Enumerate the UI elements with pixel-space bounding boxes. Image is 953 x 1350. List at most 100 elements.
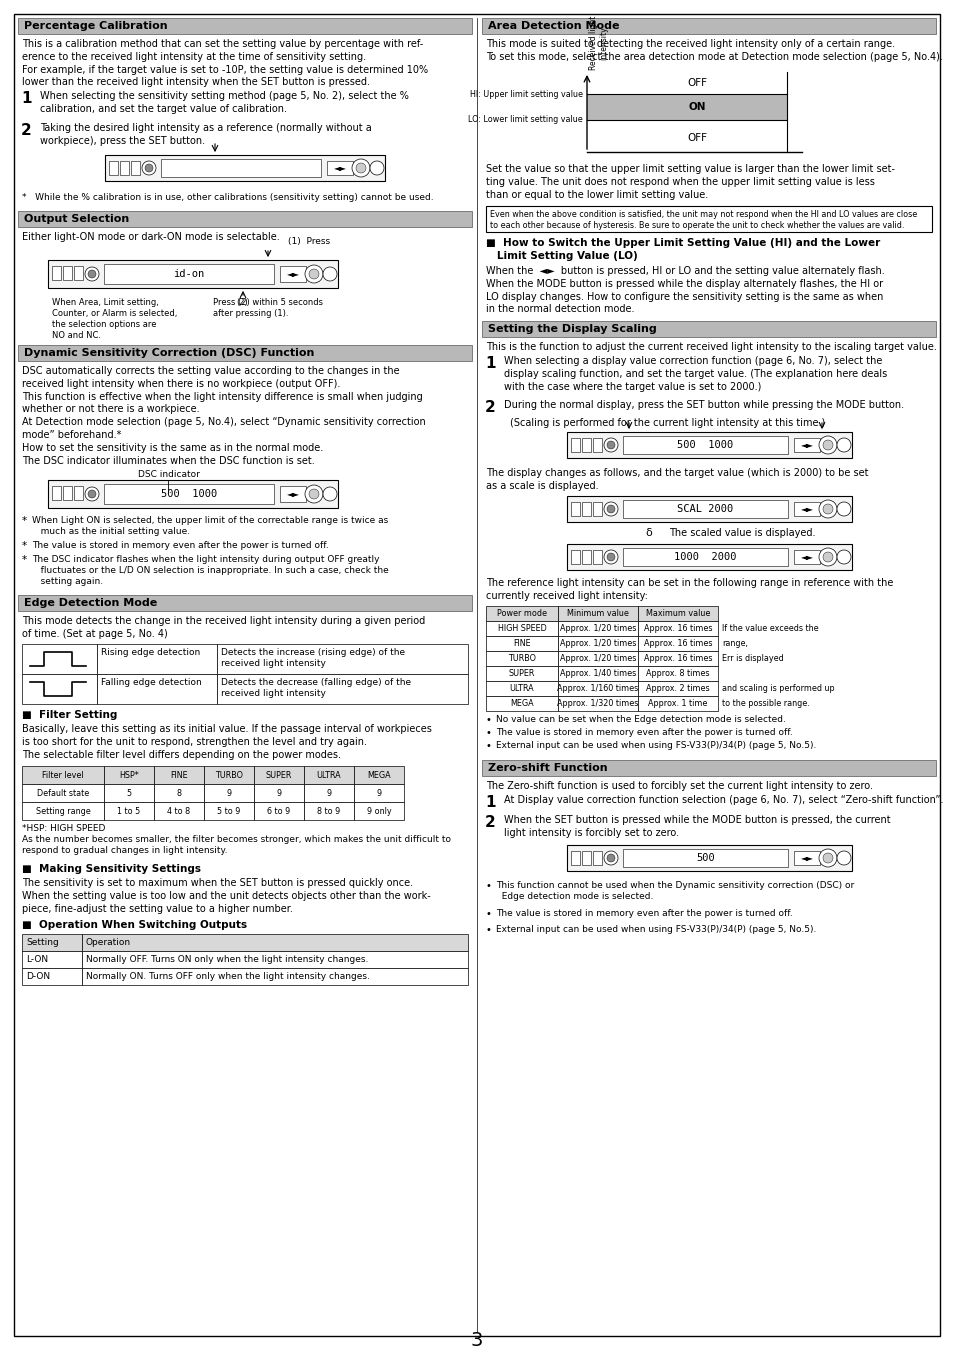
Bar (558, 697, 638, 711)
Text: 1: 1 (484, 356, 495, 371)
Text: 3: 3 (471, 1331, 482, 1350)
Circle shape (309, 489, 318, 500)
Bar (18, 595, 472, 612)
Bar (558, 606, 638, 621)
Text: to the possible range.: to the possible range. (721, 699, 809, 707)
Circle shape (606, 554, 615, 562)
Circle shape (145, 163, 152, 171)
Text: FINE: FINE (513, 639, 530, 648)
Text: The display changes as follows, and the target value (which is 2000) to be set
a: The display changes as follows, and the … (485, 468, 867, 491)
Text: Rising edge detection: Rising edge detection (101, 648, 200, 657)
Text: When the SET button is pressed while the MODE button is pressed, the current
lig: When the SET button is pressed while the… (503, 815, 890, 838)
Bar (485, 651, 558, 666)
Text: The scaled value is displayed.: The scaled value is displayed. (668, 528, 815, 539)
Bar (153, 765, 204, 784)
Circle shape (370, 161, 384, 176)
Circle shape (606, 441, 615, 450)
Bar (593, 850, 601, 865)
Bar (82, 968, 468, 986)
Text: ◄►: ◄► (334, 163, 346, 173)
Bar (74, 266, 83, 279)
Text: ON: ON (687, 103, 705, 112)
Bar (22, 802, 104, 819)
Bar (63, 266, 71, 279)
Circle shape (142, 161, 156, 176)
Bar (571, 502, 579, 516)
Text: ULTRA: ULTRA (316, 771, 341, 779)
Text: 1000  2000: 1000 2000 (674, 552, 736, 562)
Bar (22, 784, 104, 802)
Text: L-ON: L-ON (26, 954, 48, 964)
Text: Maximum value: Maximum value (645, 609, 709, 618)
Circle shape (88, 270, 96, 278)
Text: ◄►: ◄► (800, 505, 813, 513)
Text: Approx. 16 times: Approx. 16 times (643, 624, 712, 633)
Text: ULTRA: ULTRA (509, 684, 534, 693)
Text: Approx. 1 time: Approx. 1 time (648, 699, 707, 707)
Bar (793, 850, 820, 865)
Text: When Light ON is selected, the upper limit of the correctable range is twice as
: When Light ON is selected, the upper lim… (32, 516, 388, 536)
Bar (52, 486, 61, 500)
Circle shape (836, 437, 850, 452)
Text: This is the function to adjust the current received light intensity to the iscal: This is the function to adjust the curre… (485, 342, 936, 352)
Bar (22, 674, 97, 703)
Bar (638, 680, 718, 697)
Text: ◄►: ◄► (800, 853, 813, 863)
Text: During the normal display, press the SET button while pressing the MODE button.: During the normal display, press the SET… (503, 400, 903, 410)
Text: Dynamic Sensitivity Correction (DSC) Function: Dynamic Sensitivity Correction (DSC) Fun… (24, 348, 314, 358)
Circle shape (355, 163, 366, 173)
Circle shape (85, 267, 99, 281)
Bar (485, 636, 558, 651)
Text: LO: Lower limit setting value: LO: Lower limit setting value (468, 116, 582, 124)
Text: ◄►: ◄► (800, 440, 813, 450)
Text: •: • (485, 882, 492, 891)
Text: *: * (22, 555, 27, 566)
Text: HSP*: HSP* (119, 771, 139, 779)
Bar (48, 261, 337, 288)
Text: HI: Upper limit setting value: HI: Upper limit setting value (470, 90, 582, 99)
Bar (481, 18, 935, 34)
Circle shape (603, 502, 618, 516)
Text: ■  How to Switch the Upper Limit Setting Value (HI) and the Lower
   Limit Setti: ■ How to Switch the Upper Limit Setting … (485, 238, 880, 261)
Bar (793, 502, 820, 516)
Bar (566, 544, 851, 570)
Text: MEGA: MEGA (367, 771, 391, 779)
Text: Falling edge detection: Falling edge detection (101, 678, 201, 687)
Bar (638, 651, 718, 666)
Circle shape (822, 853, 832, 863)
Bar (485, 207, 931, 232)
Text: HIGH SPEED: HIGH SPEED (497, 624, 546, 633)
Bar (22, 765, 104, 784)
Text: *HSP: HIGH SPEED
As the number becomes smaller, the filter becomes stronger, whi: *HSP: HIGH SPEED As the number becomes s… (22, 824, 451, 855)
Bar (253, 784, 304, 802)
Text: TURBO: TURBO (214, 771, 243, 779)
Circle shape (603, 850, 618, 865)
Bar (304, 765, 354, 784)
Text: This mode detects the change in the received light intensity during a given peri: This mode detects the change in the rece… (22, 616, 425, 639)
Bar (593, 502, 601, 516)
Circle shape (323, 267, 336, 281)
Circle shape (818, 500, 836, 518)
Bar (22, 644, 97, 674)
Text: Taking the desired light intensity as a reference (normally without a
workpiece): Taking the desired light intensity as a … (40, 123, 372, 146)
Circle shape (603, 437, 618, 452)
Text: This is a calibration method that can set the setting value by percentage with r: This is a calibration method that can se… (22, 39, 428, 88)
Bar (253, 765, 304, 784)
Text: The value is stored in memory even after the power is turned off.: The value is stored in memory even after… (496, 728, 792, 737)
Text: •: • (485, 716, 492, 725)
Bar (153, 802, 204, 819)
Bar (97, 644, 216, 674)
Bar (793, 437, 820, 452)
Text: Approx. 1/40 times: Approx. 1/40 times (559, 670, 636, 678)
Text: Output Selection: Output Selection (24, 215, 129, 224)
Bar (485, 697, 558, 711)
Bar (571, 850, 579, 865)
Text: Approx. 1/20 times: Approx. 1/20 times (559, 639, 636, 648)
Text: The reference light intensity can be set in the following range in reference wit: The reference light intensity can be set… (485, 578, 892, 601)
Text: The DSC indicator flashes when the light intensity during output OFF greatly
   : The DSC indicator flashes when the light… (32, 555, 388, 586)
Circle shape (822, 440, 832, 450)
Text: 9: 9 (376, 788, 381, 798)
Text: Either light-ON mode or dark-ON mode is selectable.: Either light-ON mode or dark-ON mode is … (22, 232, 279, 242)
Bar (280, 266, 306, 282)
Bar (793, 549, 820, 564)
